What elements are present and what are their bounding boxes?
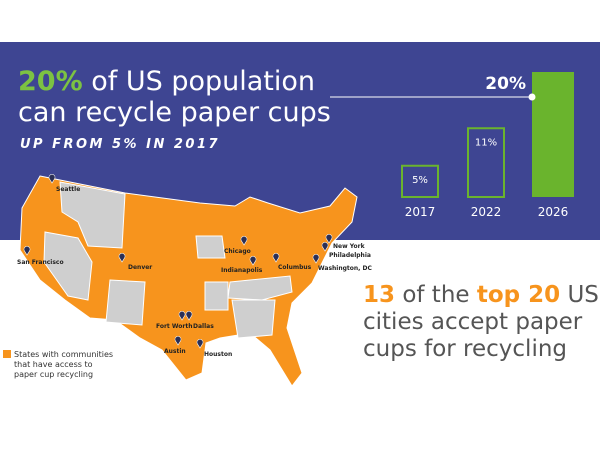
city-pin: [118, 253, 126, 263]
x-tick-label: 2017: [405, 205, 436, 219]
bar: [401, 164, 439, 198]
highlight: 13: [363, 282, 395, 308]
value-label: 20%: [485, 74, 526, 94]
gray-states: [59, 181, 126, 249]
legend-text: paper cup recycling: [14, 370, 93, 379]
city-pin: [272, 253, 280, 263]
highlight: top 20: [477, 282, 560, 308]
text-line: 13 of the top 20 US: [363, 282, 599, 308]
city-label: Houston: [204, 351, 232, 358]
text-segment: cities accept paper: [363, 309, 583, 335]
highlight: 20%: [18, 66, 83, 97]
marker-dot: [528, 93, 536, 101]
city-pin: [174, 336, 182, 346]
city-pin: [240, 236, 248, 246]
legend-swatch: [3, 350, 11, 358]
city-pin: [196, 339, 204, 349]
city-label: Washington, DC: [318, 265, 373, 272]
gray-states: [231, 299, 276, 339]
text-segment: of US population: [83, 66, 315, 97]
text-segment: of the: [395, 282, 477, 308]
x-tick-label: 2022: [471, 205, 502, 219]
city-pin: [312, 254, 320, 264]
city-label: Seattle: [56, 186, 80, 193]
city-pin: [178, 311, 186, 321]
text-segment: cups for recycling: [363, 336, 567, 362]
city-label: Fort Worth: [156, 323, 193, 330]
city-pin: [321, 242, 329, 252]
city-pin: [23, 246, 31, 256]
city-label: Columbus: [278, 264, 312, 271]
value-label: 5%: [412, 175, 428, 186]
x-tick-label: 2026: [538, 205, 569, 219]
legend-text: that have access to: [14, 360, 93, 369]
subtitle: UP FROM 5% IN 2017: [20, 137, 220, 152]
gray-states: [43, 231, 93, 301]
bar: [467, 127, 505, 198]
city-label: San Francisco: [17, 259, 64, 266]
gray-states: [105, 279, 146, 326]
text-line: cups for recycling: [363, 336, 567, 362]
city-label: New York: [333, 243, 366, 250]
us-map: [19, 175, 358, 387]
city-label: Philadelphia: [329, 252, 371, 259]
value-label: 11%: [475, 137, 497, 148]
text-line: cities accept paper: [363, 309, 583, 335]
city-label: Chicago: [224, 248, 251, 255]
city-pin: [48, 174, 56, 184]
city-label: Denver: [128, 264, 152, 271]
gray-states: [195, 235, 226, 259]
city-label: Indianapolis: [221, 267, 263, 274]
text-segment: can recycle paper cups: [18, 97, 331, 128]
bar: [532, 72, 574, 197]
legend-text: States with communities: [14, 350, 113, 359]
text-line: 20% of US population: [18, 66, 315, 97]
city-pin: [185, 311, 193, 321]
city-label: Dallas: [193, 323, 214, 330]
text-line: can recycle paper cups: [18, 97, 331, 128]
gray-states: [204, 281, 229, 311]
city-pin: [325, 234, 333, 244]
text-segment: US: [560, 282, 599, 308]
city-pin: [249, 256, 257, 266]
city-label: Austin: [164, 348, 186, 355]
